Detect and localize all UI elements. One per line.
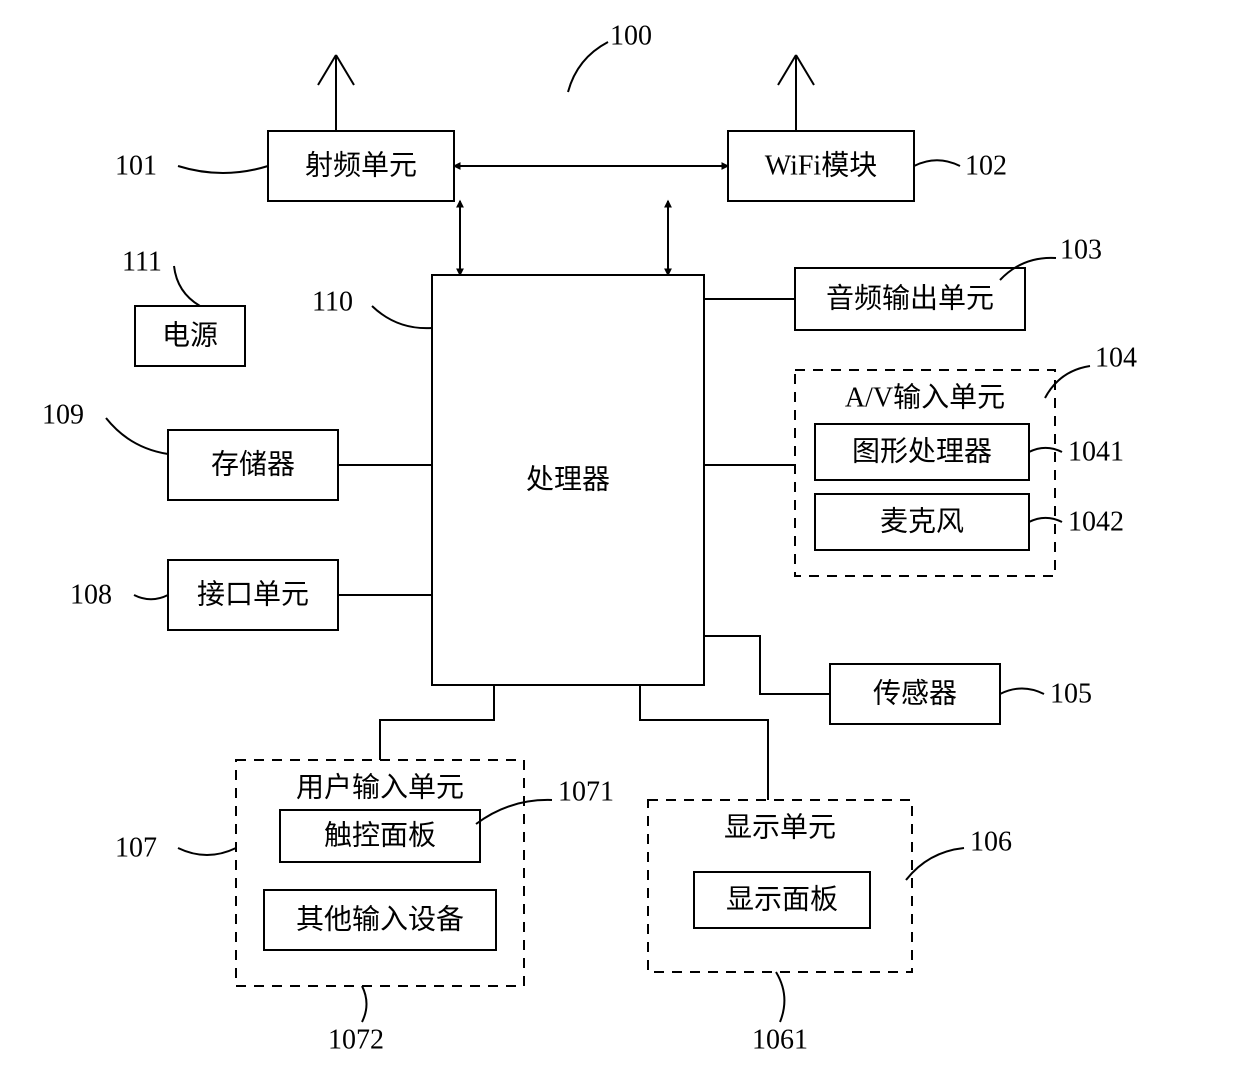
ref-1072-label: 1072: [328, 1025, 384, 1056]
ref-104-label: 104: [1095, 343, 1137, 374]
box-sensor: 传感器: [830, 664, 1000, 724]
ref-1041-label: 1041: [1068, 437, 1124, 468]
box-disp_group-label: 显示单元: [724, 812, 836, 844]
box-wifi-label: WiFi模块: [765, 150, 877, 182]
box-memory: 存储器: [168, 430, 338, 500]
box-processor-label: 处理器: [526, 464, 610, 496]
box-mic: 麦克风: [815, 494, 1029, 550]
box-other: 其他输入设备: [264, 890, 496, 950]
box-ui_group-label: 用户输入单元: [296, 772, 464, 804]
box-sensor-label: 传感器: [873, 678, 957, 710]
box-touch: 触控面板: [280, 810, 480, 862]
block-diagram: 射频单元 WiFi模块电源存储器接口单元 处理器 音频输出单元 A/V输入单元图形处理器…: [0, 0, 1240, 1082]
box-gpu: 图形处理器: [815, 424, 1029, 480]
ref-109-label: 109: [42, 400, 84, 431]
box-panel: 显示面板: [694, 872, 870, 928]
ref-102-label: 102: [965, 151, 1007, 182]
box-av_group-label: A/V输入单元: [845, 382, 1005, 414]
box-ui_group: 用户输入单元: [236, 760, 524, 986]
box-touch-label: 触控面板: [324, 820, 436, 852]
box-wifi: WiFi模块: [728, 131, 914, 201]
ref-105-label: 105: [1050, 679, 1092, 710]
box-power: 电源: [135, 306, 245, 366]
ref-101-label: 101: [115, 151, 157, 182]
ref-111-label: 111: [122, 247, 162, 278]
box-panel-label: 显示面板: [726, 884, 838, 916]
ref-100-label: 100: [610, 21, 652, 52]
box-mic-label: 麦克风: [880, 506, 964, 538]
ref-1042-label: 1042: [1068, 507, 1124, 538]
box-power-label: 电源: [162, 320, 218, 352]
box-processor: 处理器: [432, 275, 704, 685]
box-rf-label: 射频单元: [305, 150, 417, 182]
box-audio-label: 音频输出单元: [826, 283, 994, 315]
ref-103-label: 103: [1060, 235, 1102, 266]
ref-110-label: 110: [312, 287, 353, 318]
box-gpu-label: 图形处理器: [852, 436, 992, 468]
box-audio: 音频输出单元: [795, 268, 1025, 330]
ref-1061-label: 1061: [752, 1025, 808, 1056]
box-memory-label: 存储器: [211, 449, 295, 481]
ref-107-label: 107: [115, 833, 157, 864]
ref-108-label: 108: [70, 580, 112, 611]
box-interface: 接口单元: [168, 560, 338, 630]
box-interface-label: 接口单元: [197, 579, 309, 611]
ref-1071-label: 1071: [558, 777, 614, 808]
box-rf: 射频单元: [268, 131, 454, 201]
box-other-label: 其他输入设备: [296, 904, 464, 936]
ref-106-label: 106: [970, 827, 1012, 858]
